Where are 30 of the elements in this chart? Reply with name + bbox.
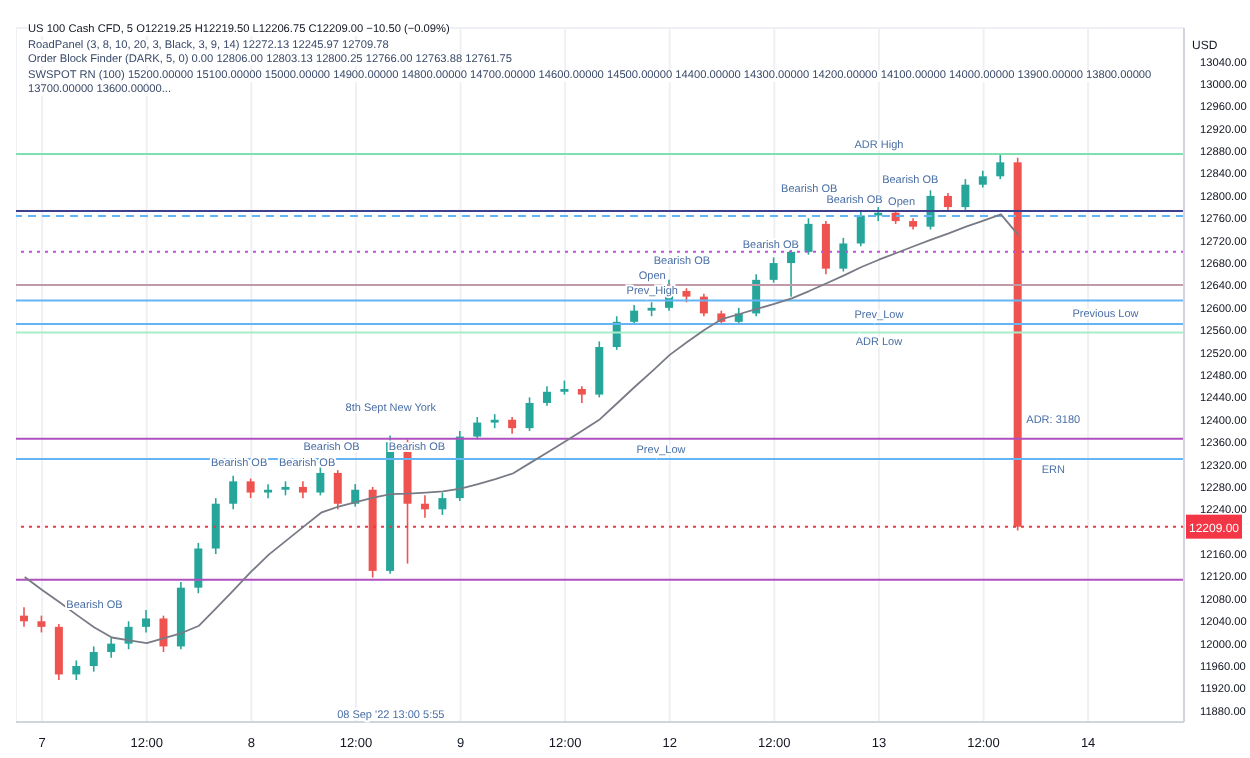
candlestick [961,178,970,211]
candlestick [525,396,534,432]
candlestick [194,542,203,595]
candlestick [473,416,482,441]
candlestick [54,623,63,681]
candlestick [333,469,342,511]
candlestick [804,217,813,256]
candlestick [926,189,935,231]
candlestick [839,237,848,273]
candlestick [124,620,133,651]
candlestick [159,614,168,653]
candlestick [316,466,325,497]
candlestick [72,659,81,681]
candlestick [821,220,830,276]
candlestick [107,637,116,659]
candlestick [211,497,220,555]
candlestick [787,245,796,298]
candlestick [229,474,238,511]
candlestick [996,153,1005,180]
candlestick [542,385,551,407]
candlestick [142,609,151,634]
line-series [23,213,1020,644]
candlestick [264,483,273,499]
candlestick [769,256,778,284]
candlestick [89,645,98,673]
candlestick [630,304,639,326]
candlestick [246,477,255,499]
candlestick [856,209,865,248]
candlestick [438,491,447,516]
candlestick [595,340,604,399]
